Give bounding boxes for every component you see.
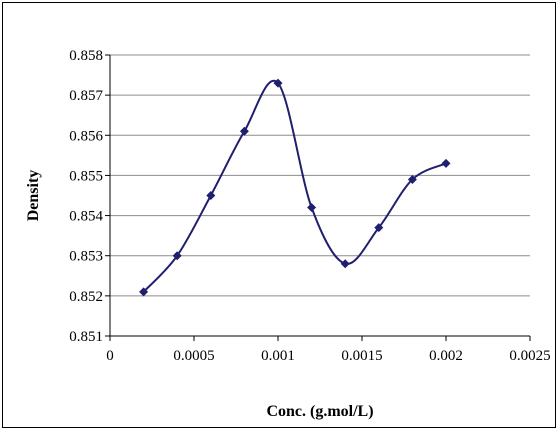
y-tick-label: 0.852 [69, 289, 103, 305]
x-tick-label: 0.0025 [509, 348, 550, 364]
data-point-marker [239, 126, 249, 136]
data-point-marker [139, 287, 149, 297]
data-point-marker [206, 191, 216, 200]
y-tick-label: 0.858 [69, 48, 103, 64]
data-point-marker [273, 78, 283, 88]
x-tick-label: 0.0005 [173, 348, 214, 364]
y-tick-label: 0.851 [69, 329, 103, 345]
y-axis-ticks: 0.851 0.852 0.853 0.854 0.855 0.856 0.857 0.858 [69, 48, 110, 345]
x-tick-label: 0.0015 [341, 348, 382, 364]
y-tick-label: 0.855 [69, 168, 103, 184]
x-tick-label: 0.002 [429, 348, 463, 364]
data-point-marker [340, 259, 350, 269]
data-point-marker [374, 223, 384, 233]
data-point-marker [441, 158, 451, 168]
chart-frame [2, 2, 556, 428]
x-axis-ticks: 0 0.0005 0.001 0.0015 0.002 0.0025 [106, 336, 551, 364]
y-axis-label: Density [25, 170, 42, 222]
data-point-marker [307, 203, 317, 213]
plot-series [139, 78, 451, 297]
data-point-marker [407, 174, 417, 184]
x-tick-label: 0 [106, 348, 114, 364]
series-line [142, 79, 447, 293]
y-tick-label: 0.856 [69, 128, 103, 144]
axes [109, 55, 530, 337]
x-axis-label: Conc. (g.mol/L) [266, 403, 373, 420]
y-tick-label: 0.853 [69, 249, 103, 265]
data-point-marker [172, 251, 182, 261]
y-tick-label: 0.857 [69, 88, 103, 104]
x-tick-label: 0.001 [261, 348, 295, 364]
y-tick-label: 0.854 [69, 209, 103, 225]
